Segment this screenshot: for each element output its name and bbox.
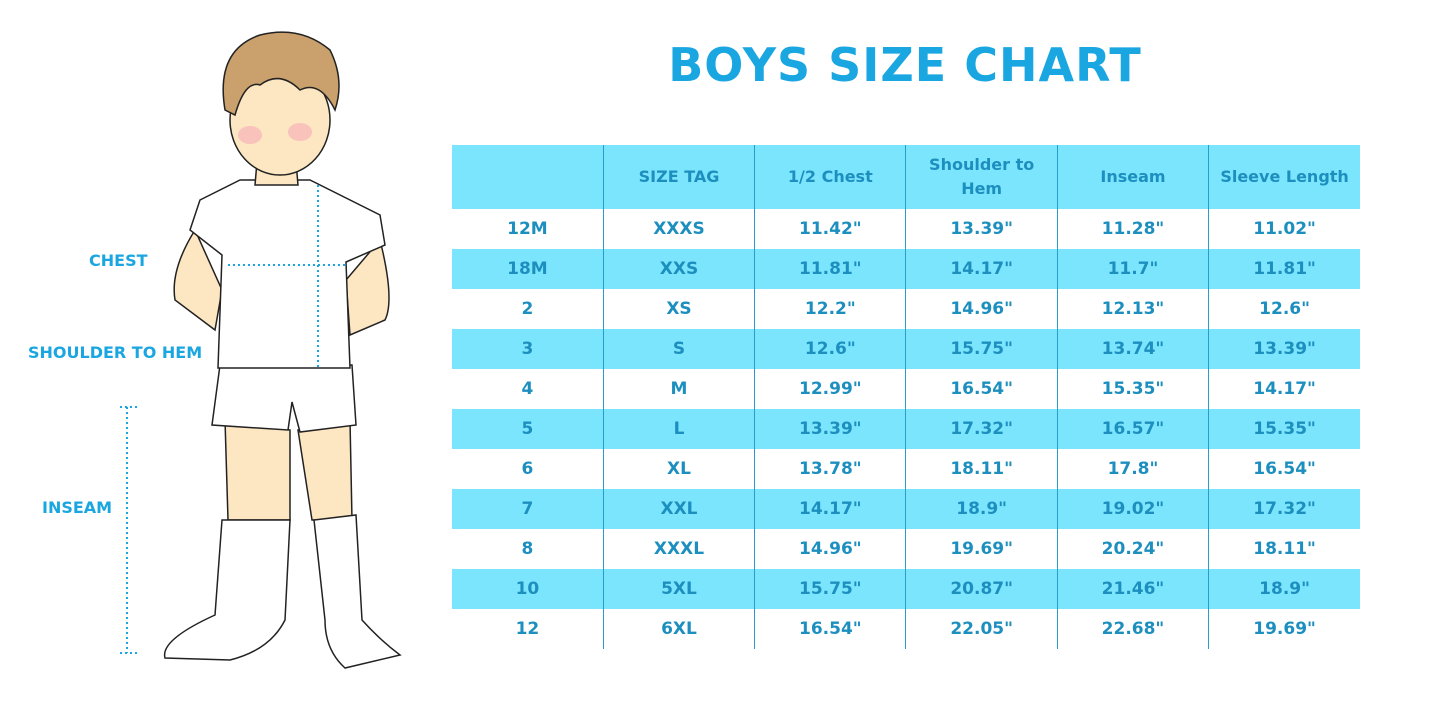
table-row: 6 XL 13.78" 18.11" 17.8" 16.54": [452, 449, 1360, 489]
table-row: 7 XXL 14.17" 18.9" 19.02" 17.32": [452, 489, 1360, 529]
table-cell: 2: [521, 299, 534, 319]
table-cell: 15.35": [1056, 369, 1209, 409]
table-cell: XXS: [602, 249, 755, 289]
table-row: 10 5XL 15.75" 20.87" 21.46" 18.9": [452, 569, 1360, 609]
table-cell: XXXL: [602, 529, 755, 569]
table-cell: 11.42": [754, 209, 906, 249]
size-table: SIZE TAG 1/2 Chest Shoulder to Hem Inseam Sl…: [452, 145, 1360, 649]
table-cell: 16.54": [1208, 449, 1360, 489]
table-cell: 22.05": [905, 609, 1058, 649]
table-cell: 18.11": [905, 449, 1058, 489]
table-header-row: SIZE TAG 1/2 Chest Shoulder to Hem Inseam Sl…: [452, 145, 1360, 209]
column-header: Inseam: [1056, 145, 1209, 209]
table-cell: 14.96": [905, 289, 1058, 329]
table-cell: 13.39": [905, 209, 1058, 249]
table-cell: 17.8": [1056, 449, 1209, 489]
table-cell: 15.35": [1208, 409, 1360, 449]
table-cell: 12M: [507, 219, 548, 239]
table-cell: 18.11": [1208, 529, 1360, 569]
table-cell: 13.78": [754, 449, 906, 489]
table-cell: 8: [521, 539, 534, 559]
column-header: SIZE TAG: [602, 145, 755, 209]
table-cell: 14.17": [1208, 369, 1360, 409]
table-cell: 11.81": [754, 249, 906, 289]
table-cell: 6: [521, 459, 534, 479]
table-cell: 6XL: [602, 609, 755, 649]
table-cell: 5XL: [602, 569, 755, 609]
table-cell: 20.24": [1056, 529, 1209, 569]
table-cell: 14.17": [905, 249, 1058, 289]
table-cell: 20.87": [905, 569, 1058, 609]
table-cell: 11.02": [1208, 209, 1360, 249]
table-cell: XXL: [602, 489, 755, 529]
table-cell: 14.17": [754, 489, 906, 529]
table-cell: XS: [602, 289, 755, 329]
table-cell: 12.99": [754, 369, 906, 409]
table-cell: 12: [515, 619, 540, 639]
table-row: 5 L 13.39" 17.32" 16.57" 15.35": [452, 409, 1360, 449]
column-header: Shoulder to Hem: [905, 145, 1058, 209]
table-cell: 17.32": [1208, 489, 1360, 529]
column-header: 1/2 Chest: [754, 145, 906, 209]
table-cell: 16.57": [1056, 409, 1209, 449]
table-cell: 17.32": [905, 409, 1058, 449]
table-cell: 11.7": [1056, 249, 1209, 289]
table-cell: 12.6": [1208, 289, 1360, 329]
table-cell: 14.96": [754, 529, 906, 569]
boy-illustration: [120, 31, 402, 669]
table-cell: 18.9": [905, 489, 1058, 529]
shoulder-to-hem-label: SHOULDER TO HEM: [28, 343, 203, 362]
table-cell: 19.69": [1208, 609, 1360, 649]
table-cell: 13.74": [1056, 329, 1209, 369]
table-row: 18M XXS 11.81" 14.17" 11.7" 11.81": [452, 249, 1360, 289]
table-cell: M: [602, 369, 755, 409]
table-cell: 22.68": [1056, 609, 1209, 649]
table-row: 4 M 12.99" 16.54" 15.35" 14.17": [452, 369, 1360, 409]
table-cell: 11.81": [1208, 249, 1360, 289]
table-cell: L: [602, 409, 755, 449]
table-cell: 10: [452, 569, 604, 609]
table-row: 2 XS 12.2" 14.96" 12.13" 12.6": [452, 289, 1360, 329]
table-cell: 11.28": [1056, 209, 1209, 249]
table-cell: 16.54": [754, 609, 906, 649]
table-row: 12M XXXS 11.42" 13.39" 11.28" 11.02": [452, 209, 1360, 249]
table-cell: 12.6": [754, 329, 906, 369]
table-cell: S: [602, 329, 755, 369]
table-cell: 21.46": [1056, 569, 1209, 609]
table-cell: 18M: [452, 249, 604, 289]
table-cell: 19.69": [905, 529, 1058, 569]
table-cell: 12.2": [754, 289, 906, 329]
table-cell: XL: [602, 449, 755, 489]
table-row: 3 S 12.6" 15.75" 13.74" 13.39": [452, 329, 1360, 369]
table-cell: 16.54": [905, 369, 1058, 409]
table-cell: 12.13": [1056, 289, 1209, 329]
page-title: BOYS SIZE CHART: [668, 38, 1142, 92]
table-cell: 5: [452, 409, 604, 449]
table-cell: 7: [452, 489, 604, 529]
chest-label: CHEST: [89, 251, 148, 270]
inseam-label: INSEAM: [42, 498, 113, 517]
column-header: [452, 145, 604, 209]
table-cell: 13.39": [1208, 329, 1360, 369]
table-cell: 15.75": [905, 329, 1058, 369]
table-row: 12 6XL 16.54" 22.05" 22.68" 19.69": [452, 609, 1360, 649]
table-cell: 13.39": [754, 409, 906, 449]
table-cell: 15.75": [754, 569, 906, 609]
table-cell: 4: [521, 379, 534, 399]
table-cell: 18.9": [1208, 569, 1360, 609]
table-row: 8 XXXL 14.96" 19.69" 20.24" 18.11": [452, 529, 1360, 569]
table-cell: 19.02": [1056, 489, 1209, 529]
table-cell: XXXS: [602, 209, 755, 249]
table-cell: 3: [452, 329, 604, 369]
column-header: Sleeve Length: [1208, 145, 1360, 209]
